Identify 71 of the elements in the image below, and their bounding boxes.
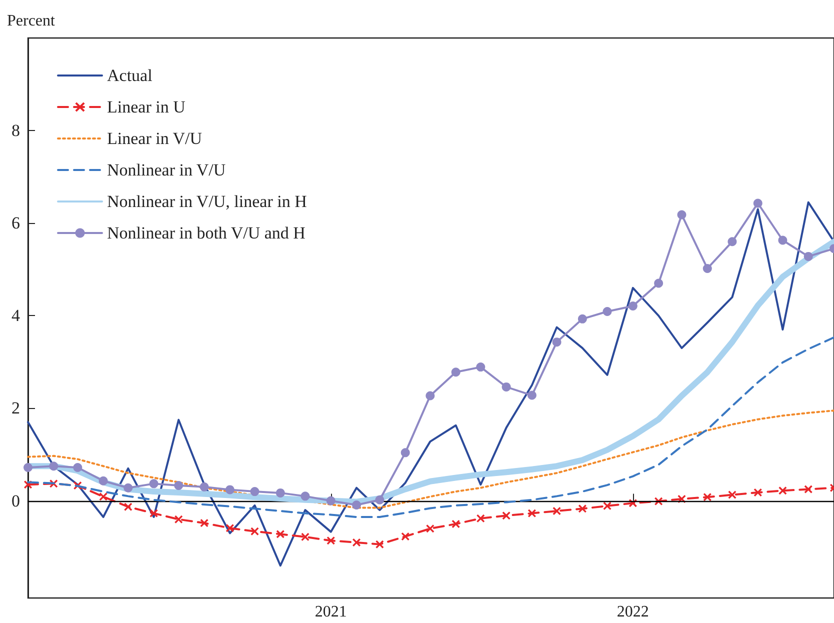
y-tick-label: 6 — [12, 214, 20, 233]
point — [149, 479, 158, 488]
point — [99, 492, 108, 501]
y-tick-label: 4 — [12, 306, 20, 326]
point — [502, 512, 510, 520]
legend-label: Linear in U — [107, 98, 186, 116]
point — [301, 532, 310, 541]
point — [352, 538, 361, 546]
point — [703, 493, 712, 502]
point — [73, 462, 82, 472]
legend-label: Nonlinear in V/U — [107, 160, 226, 180]
point — [654, 278, 664, 288]
point — [174, 515, 183, 524]
point — [124, 483, 133, 492]
x-tick-label: 2022 — [616, 604, 649, 620]
point — [174, 481, 184, 490]
point — [804, 485, 812, 494]
point — [451, 368, 460, 377]
point — [352, 500, 362, 510]
point — [778, 236, 788, 245]
point — [426, 391, 435, 400]
point — [502, 382, 511, 392]
point — [250, 487, 260, 496]
point — [124, 502, 132, 511]
point — [376, 540, 384, 548]
point — [728, 237, 737, 246]
y-tick-label: 8 — [12, 121, 20, 140]
point — [804, 252, 813, 261]
legend-label: Actual — [107, 66, 153, 85]
legend-label: Linear in V/U — [107, 129, 202, 148]
point — [375, 495, 384, 504]
point — [24, 462, 32, 472]
point — [326, 496, 336, 506]
point — [628, 301, 638, 310]
legend-label: Nonlinear in V/U, linear in H — [107, 192, 307, 211]
point — [778, 486, 787, 495]
point — [753, 198, 762, 208]
point — [677, 210, 686, 220]
point — [728, 490, 736, 499]
y-tick-label: 2 — [12, 398, 20, 418]
point — [401, 532, 410, 540]
point — [578, 504, 586, 513]
x-tick-label: 2021 — [314, 604, 347, 620]
point — [426, 524, 434, 533]
point — [250, 527, 259, 536]
point — [400, 448, 410, 458]
point — [602, 307, 612, 316]
point — [326, 536, 335, 545]
point — [276, 488, 285, 498]
line-series — [27, 410, 834, 509]
point — [276, 530, 284, 538]
point — [226, 524, 234, 532]
point — [603, 502, 612, 510]
point — [552, 338, 562, 347]
y-axis-title: Percent — [7, 12, 56, 30]
point — [578, 314, 587, 324]
point — [452, 520, 460, 528]
point — [300, 492, 310, 501]
point — [528, 509, 536, 518]
point — [702, 264, 712, 273]
point — [476, 362, 486, 372]
point — [754, 488, 762, 496]
point — [225, 485, 234, 494]
point — [98, 476, 108, 486]
point — [476, 514, 485, 522]
point — [150, 509, 158, 518]
point — [200, 482, 209, 492]
legend-label: Nonlinear in both V/U and H — [107, 224, 306, 242]
point — [49, 462, 58, 471]
point — [527, 390, 536, 400]
y-tick-label: 0 — [12, 491, 20, 510]
